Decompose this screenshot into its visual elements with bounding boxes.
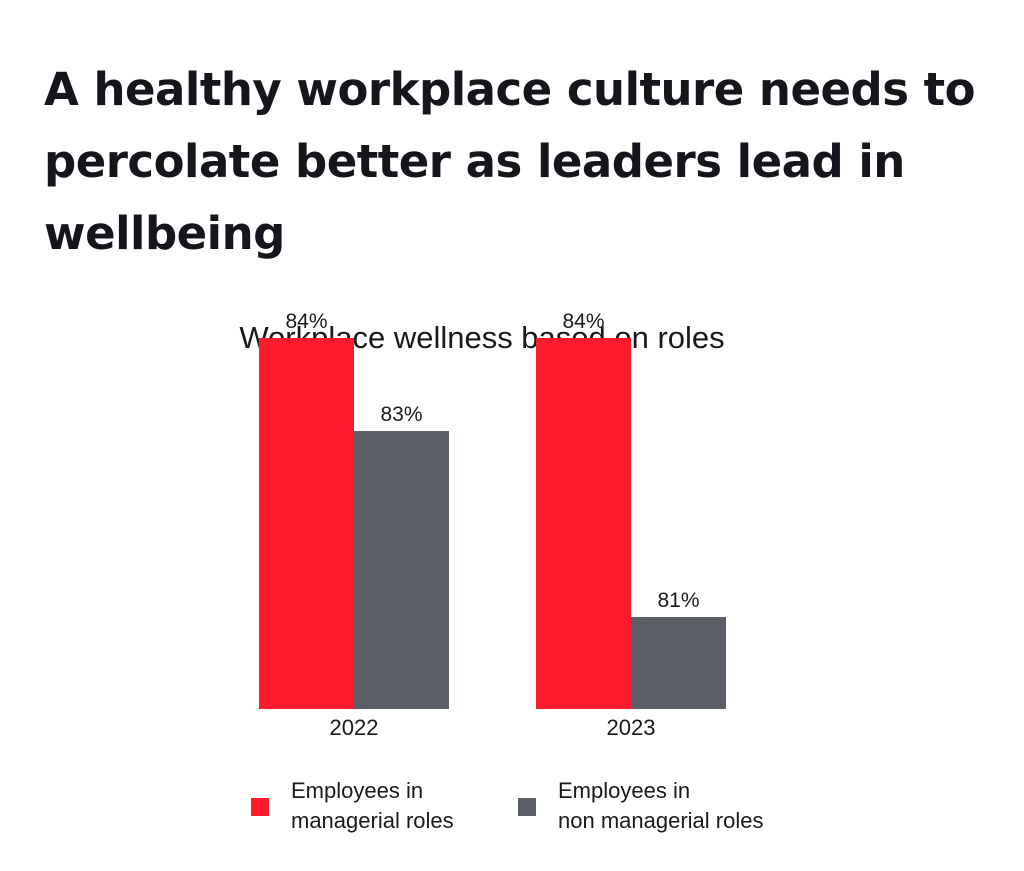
data-label-2023-managerial: 84% <box>562 310 604 333</box>
category-label-2022: 2022 <box>330 715 379 740</box>
legend-label-non-managerial-line1: Employees in <box>558 778 691 803</box>
bar-2022-non-managerial <box>354 431 449 709</box>
legend-label-managerial-line2: managerial roles <box>291 808 454 833</box>
legend-label-non-managerial: Employees in non managerial roles <box>558 776 818 836</box>
bar-2022-managerial <box>259 338 354 709</box>
legend-label-managerial: Employees in managerial roles <box>291 776 551 836</box>
headline: A healthy workplace culture needs to per… <box>44 63 976 260</box>
data-label-2022-non-managerial: 83% <box>380 403 422 426</box>
category-label-2023: 2023 <box>607 715 656 740</box>
legend-item-non-managerial: Employees in non managerial roles <box>518 776 818 836</box>
data-label-2023-non-managerial: 81% <box>657 589 699 612</box>
bar-2023-managerial <box>536 338 631 709</box>
legend-label-non-managerial-line2: non managerial roles <box>558 808 764 833</box>
legend-item-managerial: Employees in managerial roles <box>251 776 551 836</box>
data-label-2022-managerial: 84% <box>285 310 327 333</box>
legend-swatch-non-managerial <box>518 798 536 816</box>
bar-2023-non-managerial <box>631 617 726 709</box>
legend-swatch-managerial <box>251 798 269 816</box>
legend-label-managerial-line1: Employees in <box>291 778 424 803</box>
